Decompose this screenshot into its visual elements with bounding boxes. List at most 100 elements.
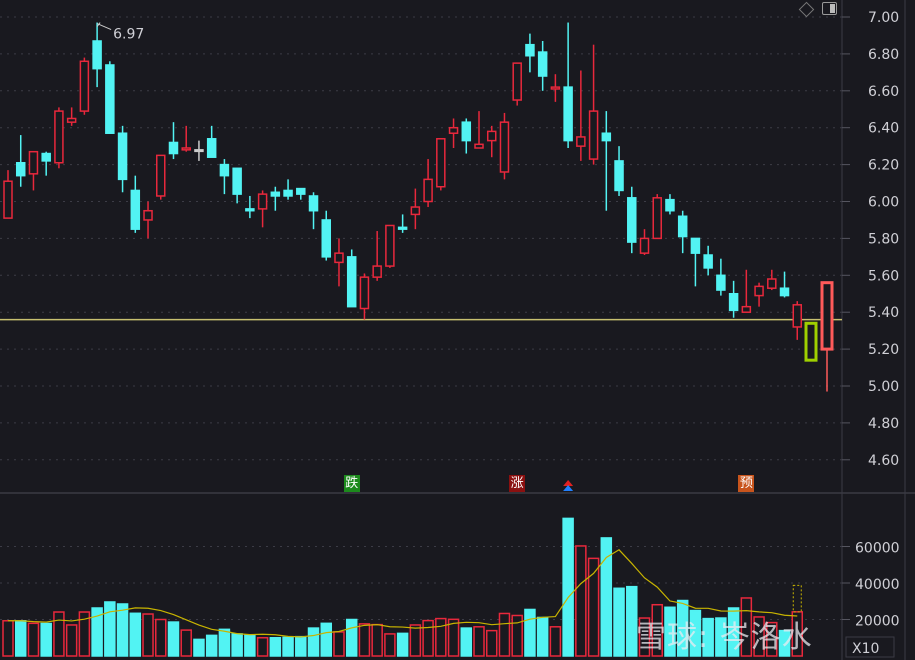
candle-body (92, 40, 102, 70)
marker-fall[interactable]: 跌 (343, 475, 360, 492)
panel-toggle-icon[interactable] (822, 2, 837, 15)
volume-bar (422, 619, 434, 657)
candle-body (741, 305, 752, 313)
candle-body (652, 197, 662, 240)
volume-bar (2, 620, 14, 657)
volume-bar (753, 616, 765, 657)
volume-bar (473, 626, 485, 657)
volume-bar (27, 622, 40, 657)
volume-bar (91, 607, 103, 657)
candle-body (588, 110, 599, 160)
candle-body (486, 130, 497, 142)
volume-bar (727, 607, 740, 657)
price-tick-label: 6.20 (868, 158, 899, 174)
volume-bar (205, 634, 218, 657)
volume-bar (218, 628, 231, 657)
volume-bar (626, 585, 638, 657)
volume-bar (613, 587, 625, 657)
candle-body (499, 121, 510, 173)
volume-bar (65, 624, 78, 657)
candle-body (143, 209, 153, 221)
volume-bar (778, 629, 791, 657)
price-tick-label: 6.40 (868, 121, 899, 137)
candle-body (576, 136, 586, 147)
price-tick-label: 5.40 (868, 305, 899, 321)
price-tick-label: 6.80 (868, 47, 899, 63)
volume-bar (104, 601, 116, 657)
price-tick-label: 5.60 (868, 268, 899, 284)
volume-bar (269, 637, 282, 657)
volume-bar (282, 636, 294, 657)
volume-bar (142, 613, 154, 657)
volume-bar (435, 617, 447, 657)
volume-bar (549, 626, 562, 657)
volume-bar (396, 632, 409, 657)
price-tick-label: 6.60 (868, 84, 899, 100)
volume-bar (676, 599, 689, 657)
projected-volume-bar (792, 584, 802, 613)
volume-bar (460, 627, 473, 657)
candle-body (270, 191, 281, 197)
volume-bar (256, 637, 269, 657)
candle-body (665, 198, 675, 212)
candle-body (346, 256, 357, 308)
candle-body (15, 162, 26, 177)
candle-body (563, 86, 573, 142)
volume-bar (40, 622, 52, 657)
candle-body (474, 143, 484, 149)
volume-bar (638, 617, 651, 657)
volume-unit-label: X10 (852, 641, 879, 657)
marker-rise[interactable]: 涨 (509, 475, 526, 492)
candle-body (359, 276, 370, 310)
candle-body (232, 167, 242, 195)
max-price-pointer (96, 22, 112, 30)
candle-body (627, 197, 637, 243)
candle-body (601, 132, 612, 142)
candle-body (105, 64, 115, 134)
volume-ma-line (8, 549, 798, 638)
candle-body (156, 154, 166, 197)
max-price-label: 6.97 (113, 27, 144, 43)
volume-bar (320, 622, 332, 657)
candle-body (334, 252, 344, 264)
watermark: 雪球: 岑洛水 (636, 620, 813, 655)
candle-body (677, 215, 688, 238)
candle-body (41, 152, 51, 162)
volume-bar (155, 618, 167, 657)
volume-bar (231, 633, 243, 657)
volume-bar (485, 629, 498, 657)
candle-body (245, 208, 255, 212)
candle-body (767, 278, 777, 289)
candle-body (219, 163, 230, 177)
volume-tick-label: 40000 (855, 577, 900, 593)
volume-bar (524, 608, 536, 657)
candle-body (372, 265, 382, 278)
volume-bar (740, 597, 753, 657)
volume-bar (689, 609, 702, 657)
price-tick-label: 6.00 (868, 195, 899, 211)
candle-body (79, 60, 90, 112)
candle-body (194, 149, 204, 153)
marker-forecast[interactable]: 预 (738, 475, 755, 492)
volume-tick-label: 60000 (855, 541, 900, 557)
candle-body (436, 138, 446, 188)
candle-body (792, 304, 803, 328)
candle-body (54, 110, 64, 164)
price-tick-label: 4.60 (868, 453, 899, 469)
volume-bar (129, 612, 142, 657)
signal-arrow-up-icon (563, 485, 574, 491)
volume-bar (409, 624, 422, 657)
volume-bar (766, 621, 778, 657)
volume-bar (371, 623, 383, 657)
price-tick-label: 4.80 (868, 416, 899, 432)
volume-bar (53, 611, 65, 657)
volume-bar (180, 629, 192, 657)
candle-body (779, 287, 790, 297)
volume-bar (447, 618, 460, 657)
volume-unit-box (845, 636, 895, 658)
volume-bar (562, 517, 574, 657)
volume-tick-label: 20000 (855, 614, 900, 630)
candle-body (66, 117, 77, 123)
candle-body (168, 141, 179, 155)
